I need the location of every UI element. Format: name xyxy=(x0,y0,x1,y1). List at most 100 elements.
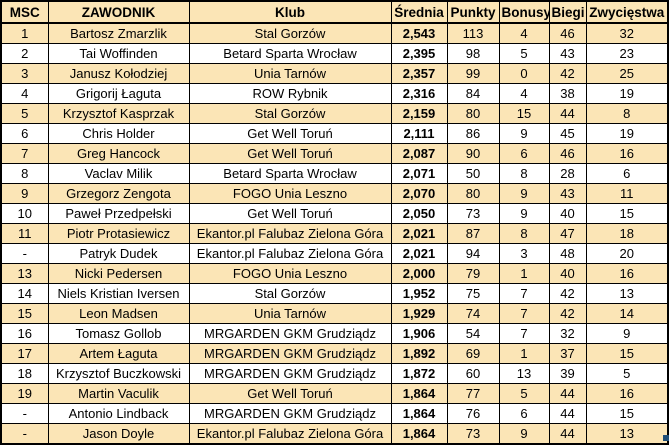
cell-punkty[interactable]: 80 xyxy=(446,183,500,204)
cell-zwyciestwa[interactable]: 19 xyxy=(585,123,669,144)
cell-srednia[interactable]: 2,050 xyxy=(390,203,448,224)
cell-zwyciestwa[interactable]: 13 xyxy=(585,423,669,445)
cell-bonusy[interactable]: 6 xyxy=(498,403,550,424)
cell-biegi[interactable]: 47 xyxy=(548,223,587,244)
cell-biegi[interactable]: 45 xyxy=(548,123,587,144)
cell-zwyciestwa[interactable]: 5 xyxy=(585,363,669,384)
cell-bonusy[interactable]: 9 xyxy=(498,183,550,204)
cell-bonusy[interactable]: 5 xyxy=(498,383,550,404)
cell-biegi[interactable]: 37 xyxy=(548,343,587,364)
cell-punkty[interactable]: 50 xyxy=(446,163,500,184)
cell-bonusy[interactable]: 5 xyxy=(498,43,550,64)
cell-zawodnik[interactable]: Artem Łaguta xyxy=(47,343,190,364)
cell-zawodnik[interactable]: Niels Kristian Iversen xyxy=(47,283,190,304)
cell-punkty[interactable]: 76 xyxy=(446,403,500,424)
col-header-klub[interactable]: Klub xyxy=(188,0,392,24)
cell-bonusy[interactable]: 7 xyxy=(498,323,550,344)
cell-klub[interactable]: Stal Gorzów xyxy=(188,103,392,124)
cell-biegi[interactable]: 39 xyxy=(548,363,587,384)
cell-zwyciestwa[interactable]: 11 xyxy=(585,183,669,204)
cell-zawodnik[interactable]: Martin Vaculik xyxy=(47,383,190,404)
cell-msc[interactable]: 7 xyxy=(0,143,49,164)
cell-punkty[interactable]: 113 xyxy=(446,22,500,44)
cell-srednia[interactable]: 2,395 xyxy=(390,43,448,64)
cell-bonusy[interactable]: 1 xyxy=(498,263,550,284)
cell-bonusy[interactable]: 9 xyxy=(498,123,550,144)
cell-srednia[interactable]: 2,159 xyxy=(390,103,448,124)
cell-msc[interactable]: 2 xyxy=(0,43,49,64)
cell-zawodnik[interactable]: Tomasz Gollob xyxy=(47,323,190,344)
cell-msc[interactable]: 8 xyxy=(0,163,49,184)
cell-bonusy[interactable]: 4 xyxy=(498,83,550,104)
cell-punkty[interactable]: 94 xyxy=(446,243,500,264)
cell-klub[interactable]: Get Well Toruń xyxy=(188,383,392,404)
col-header-zwyciestwa[interactable]: Zwycięstwa xyxy=(585,0,669,24)
cell-klub[interactable]: Stal Gorzów xyxy=(188,22,392,44)
cell-msc[interactable]: 17 xyxy=(0,343,49,364)
cell-zwyciestwa[interactable]: 16 xyxy=(585,263,669,284)
cell-zawodnik[interactable]: Vaclav Milik xyxy=(47,163,190,184)
cell-srednia[interactable]: 2,316 xyxy=(390,83,448,104)
cell-srednia[interactable]: 1,864 xyxy=(390,383,448,404)
cell-msc[interactable]: 14 xyxy=(0,283,49,304)
cell-bonusy[interactable]: 7 xyxy=(498,283,550,304)
cell-zwyciestwa[interactable]: 15 xyxy=(585,343,669,364)
cell-punkty[interactable]: 79 xyxy=(446,263,500,284)
cell-zwyciestwa[interactable]: 16 xyxy=(585,383,669,404)
cell-klub[interactable]: Betard Sparta Wrocław xyxy=(188,163,392,184)
cell-msc[interactable]: 16 xyxy=(0,323,49,344)
cell-klub[interactable]: MRGARDEN GKM Grudziądz xyxy=(188,403,392,424)
cell-zawodnik[interactable]: Greg Hancock xyxy=(47,143,190,164)
cell-zwyciestwa[interactable]: 23 xyxy=(585,43,669,64)
cell-zwyciestwa[interactable]: 25 xyxy=(585,63,669,84)
cell-bonusy[interactable]: 13 xyxy=(498,363,550,384)
cell-msc[interactable]: 9 xyxy=(0,183,49,204)
cell-zawodnik[interactable]: Antonio Lindback xyxy=(47,403,190,424)
cell-msc[interactable]: 10 xyxy=(0,203,49,224)
cell-klub[interactable]: FOGO Unia Leszno xyxy=(188,183,392,204)
cell-punkty[interactable]: 74 xyxy=(446,303,500,324)
cell-zawodnik[interactable]: Chris Holder xyxy=(47,123,190,144)
col-header-msc[interactable]: MSC xyxy=(0,0,49,24)
cell-zawodnik[interactable]: Paweł Przedpełski xyxy=(47,203,190,224)
cell-msc[interactable]: - xyxy=(0,403,49,424)
cell-klub[interactable]: Get Well Toruń xyxy=(188,143,392,164)
cell-klub[interactable]: Ekantor.pl Falubaz Zielona Góra xyxy=(188,243,392,264)
col-header-zawodnik[interactable]: ZAWODNIK xyxy=(47,0,190,24)
cell-zawodnik[interactable]: Grzegorz Zengota xyxy=(47,183,190,204)
cell-msc[interactable]: 15 xyxy=(0,303,49,324)
cell-srednia[interactable]: 2,071 xyxy=(390,163,448,184)
cell-biegi[interactable]: 44 xyxy=(548,103,587,124)
cell-biegi[interactable]: 38 xyxy=(548,83,587,104)
cell-srednia[interactable]: 2,087 xyxy=(390,143,448,164)
cell-bonusy[interactable]: 7 xyxy=(498,303,550,324)
cell-zwyciestwa[interactable]: 19 xyxy=(585,83,669,104)
cell-msc[interactable]: 5 xyxy=(0,103,49,124)
cell-msc[interactable]: 19 xyxy=(0,383,49,404)
cell-biegi[interactable]: 42 xyxy=(548,283,587,304)
fill-handle-icon[interactable] xyxy=(663,435,669,441)
cell-srednia[interactable]: 1,906 xyxy=(390,323,448,344)
cell-klub[interactable]: MRGARDEN GKM Grudziądz xyxy=(188,323,392,344)
cell-srednia[interactable]: 2,111 xyxy=(390,123,448,144)
cell-msc[interactable]: - xyxy=(0,243,49,264)
cell-zwyciestwa[interactable]: 9 xyxy=(585,323,669,344)
cell-punkty[interactable]: 86 xyxy=(446,123,500,144)
cell-srednia[interactable]: 1,892 xyxy=(390,343,448,364)
cell-msc[interactable]: 3 xyxy=(0,63,49,84)
cell-biegi[interactable]: 43 xyxy=(548,183,587,204)
col-header-punkty[interactable]: Punkty xyxy=(446,0,500,24)
cell-zwyciestwa[interactable]: 8 xyxy=(585,103,669,124)
cell-biegi[interactable]: 44 xyxy=(548,403,587,424)
cell-punkty[interactable]: 87 xyxy=(446,223,500,244)
cell-srednia[interactable]: 2,543 xyxy=(390,22,448,44)
cell-msc[interactable]: 18 xyxy=(0,363,49,384)
cell-biegi[interactable]: 40 xyxy=(548,263,587,284)
cell-zwyciestwa[interactable]: 32 xyxy=(585,22,669,44)
cell-zwyciestwa[interactable]: 15 xyxy=(585,403,669,424)
cell-biegi[interactable]: 44 xyxy=(548,383,587,404)
cell-klub[interactable]: MRGARDEN GKM Grudziądz xyxy=(188,343,392,364)
cell-msc[interactable]: 4 xyxy=(0,83,49,104)
cell-srednia[interactable]: 2,070 xyxy=(390,183,448,204)
cell-msc[interactable]: 11 xyxy=(0,223,49,244)
